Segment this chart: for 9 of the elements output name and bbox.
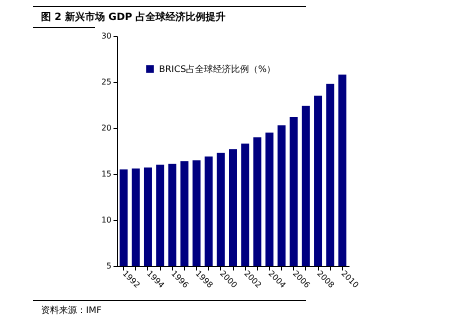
chart-title: 图 2 新兴市场 GDP 占全球经济比例提升	[33, 6, 306, 28]
y-tick-label: 25	[101, 78, 112, 86]
y-tick-label: 10	[101, 216, 112, 224]
y-tick-label: 5	[106, 262, 112, 270]
text: 资料来源：IMF	[33, 300, 306, 317]
y-tick-label: 20	[101, 124, 112, 132]
legend-label: BRICS占全球经济比例（%）	[159, 64, 276, 75]
y-tick-label: 15	[101, 170, 112, 178]
y-tick-label: 30	[101, 32, 112, 40]
